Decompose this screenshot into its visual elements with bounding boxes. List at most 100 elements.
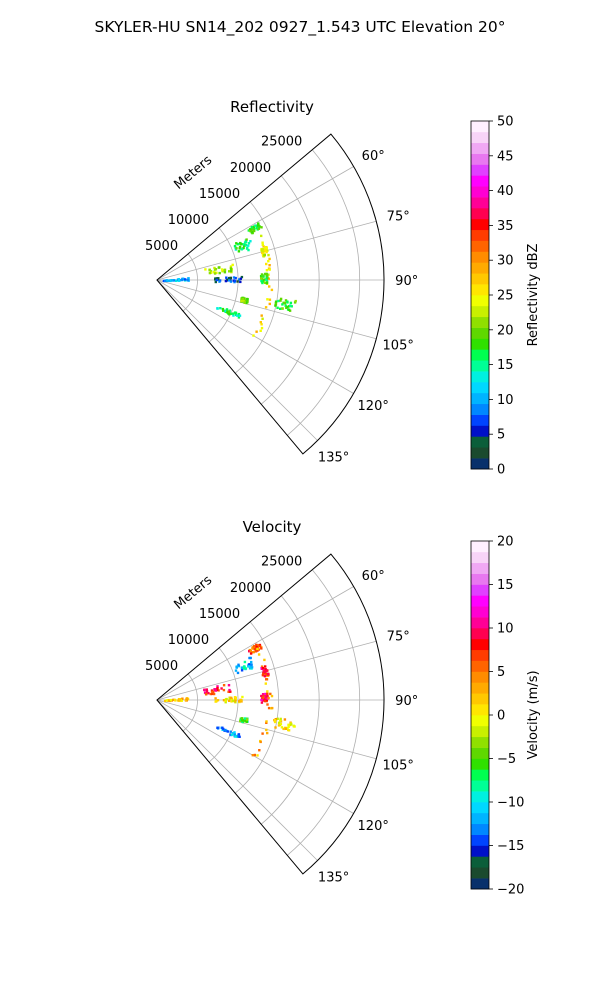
colorbar-tick-label: 40 (497, 184, 514, 199)
echo-cell (248, 650, 251, 653)
echo-cell (204, 268, 207, 271)
echo-cell (265, 699, 268, 702)
echo-cell (247, 663, 251, 666)
echo-cell (216, 687, 219, 690)
echo-cell (260, 314, 263, 317)
echo-cell (230, 269, 233, 273)
range-ring (208, 227, 239, 343)
echo-cell (261, 674, 265, 677)
echo-cell (261, 666, 265, 670)
echo-cell (265, 279, 269, 283)
colorbar-swatch (471, 704, 489, 716)
colorbar-tick-label: 25 (497, 289, 514, 304)
echo-cell (246, 247, 249, 250)
echo-cell (286, 726, 289, 730)
echo-cell (229, 267, 233, 271)
echo-cell (228, 270, 231, 273)
echo-cell (268, 302, 271, 306)
range-ring (260, 175, 320, 405)
range-tick-label: 25000 (261, 555, 302, 570)
echo-cell (252, 229, 256, 233)
echo-cell (289, 304, 292, 307)
echo-cell (261, 693, 265, 696)
echo-cell (243, 244, 246, 247)
azimuth-spoke (156, 279, 377, 340)
colorbar-swatch (471, 867, 489, 879)
azimuth-tick-label: 135° (318, 451, 349, 466)
echo-cell (242, 667, 246, 670)
velocity-title: Velocity (243, 518, 302, 536)
range-ring (260, 595, 320, 825)
echo-cell (239, 241, 242, 245)
echo-cell (233, 311, 237, 314)
colorbar-tick-label: 20 (497, 323, 514, 338)
colorbar-swatch (471, 425, 489, 437)
colorbar-swatch (471, 562, 489, 574)
echo-cell (281, 307, 284, 310)
colorbar-swatch (471, 573, 489, 585)
echo-cell (273, 720, 277, 724)
echo-cell (268, 257, 271, 261)
echo-cell (237, 314, 240, 317)
echo-cell (268, 298, 272, 301)
echo-cell (237, 663, 240, 666)
colorbar-swatch (471, 229, 489, 241)
echo-cell (257, 653, 261, 656)
echo-cell (260, 647, 263, 650)
range-ring (208, 647, 239, 763)
colorbar-swatch (471, 382, 489, 394)
echo-cell (260, 277, 263, 280)
colorbar-swatch (471, 671, 489, 683)
echo-cell (271, 706, 274, 710)
echo-cell (242, 243, 245, 246)
echo-cell (259, 321, 262, 324)
colorbar-swatch (471, 834, 489, 846)
echo-cell (264, 248, 267, 252)
echo-cell (263, 694, 266, 697)
echo-cell (220, 687, 223, 690)
colorbar-swatch (471, 208, 489, 220)
colorbar-swatch (471, 175, 489, 187)
echo-cell (226, 278, 229, 281)
range-tick-label: 15000 (199, 187, 240, 202)
echo-cell (178, 698, 181, 701)
colorbar-tick-label: 45 (497, 149, 514, 164)
echo-cell (177, 278, 180, 281)
echo-cell (224, 279, 228, 283)
echo-cell (267, 706, 271, 710)
echo-cell (171, 279, 174, 282)
echo-cell (236, 735, 240, 738)
echo-cell (251, 646, 254, 649)
echo-cell (263, 699, 267, 703)
echo-cell (226, 309, 229, 312)
echo-cell (279, 719, 282, 722)
colorbar-swatch (471, 747, 489, 759)
echo-cell (218, 280, 221, 283)
range-tick-label: 10000 (168, 633, 209, 648)
echo-cell (222, 699, 226, 702)
echo-cell (216, 726, 219, 729)
colorbar-swatch (471, 791, 489, 803)
colorbar-swatch (471, 360, 489, 372)
echo-cell (290, 723, 293, 726)
colorbar-tick-label: 20 (497, 535, 514, 550)
echo-cell (169, 698, 173, 702)
azimuth-tick-label: 60° (362, 149, 385, 164)
echo-cell (249, 227, 252, 231)
echo-cell (266, 298, 269, 301)
echo-cell (282, 301, 285, 304)
echo-cell (225, 276, 228, 279)
range-tick-label: 5000 (145, 659, 178, 674)
range-ring (287, 569, 361, 856)
polar-grid (156, 569, 384, 861)
echo-cell (279, 299, 282, 302)
echo-cell (267, 672, 270, 675)
echo-cell (239, 719, 242, 723)
colorbar-swatch (471, 845, 489, 857)
echo-cell (259, 329, 262, 332)
echo-cell (243, 297, 246, 300)
echo-cell (162, 279, 166, 283)
echo-cell (281, 303, 284, 306)
echo-cell (260, 234, 263, 238)
